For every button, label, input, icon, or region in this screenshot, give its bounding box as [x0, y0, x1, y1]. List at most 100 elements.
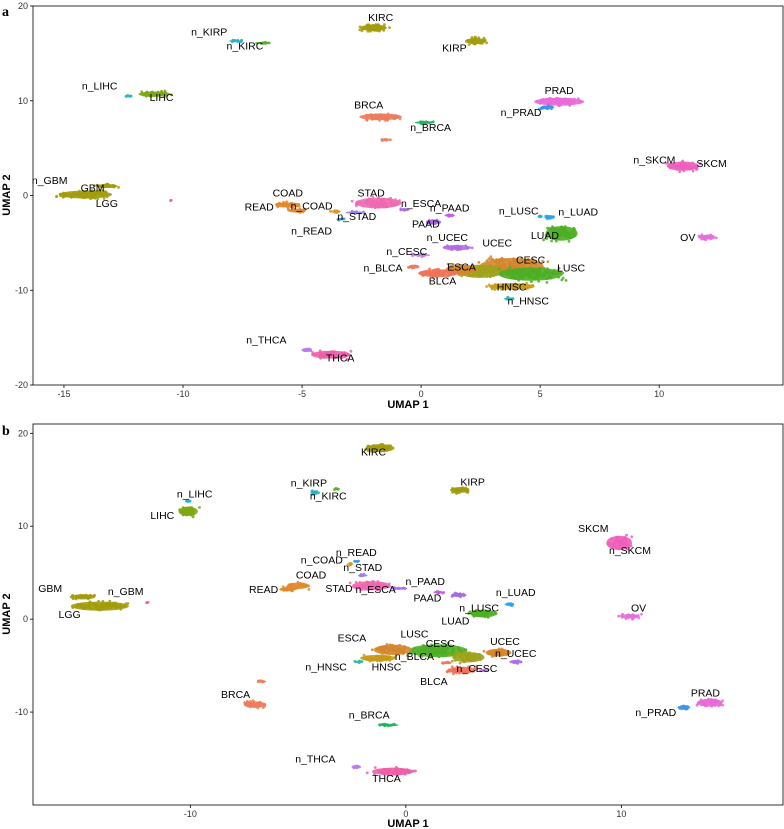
data-point [700, 236, 704, 240]
data-point [186, 511, 190, 515]
data-point [455, 490, 459, 494]
data-point [386, 773, 390, 777]
data-point [550, 107, 553, 111]
data-point [356, 200, 360, 204]
data-point [512, 257, 515, 261]
data-point [378, 119, 381, 122]
data-point [364, 584, 368, 588]
data-point [309, 349, 313, 353]
data-point [395, 201, 399, 205]
data-point [349, 349, 353, 353]
data-point [404, 771, 408, 775]
data-point [482, 272, 486, 276]
data-point [527, 285, 530, 289]
cluster-GBM [69, 593, 96, 601]
data-point [611, 542, 614, 546]
data-point [520, 264, 523, 267]
data-point [467, 271, 471, 275]
cluster-label: BLCA [420, 676, 447, 688]
data-point [545, 97, 549, 101]
data-point [496, 261, 500, 264]
y-tick-label: -10 [15, 707, 28, 717]
data-point [189, 508, 192, 511]
cluster-PRAD [695, 697, 725, 708]
cluster-BRCA [359, 112, 403, 122]
data-point [687, 164, 691, 168]
data-point [498, 267, 501, 271]
data-point [630, 535, 634, 539]
data-point [631, 613, 635, 617]
data-point [621, 536, 625, 540]
data-point [441, 662, 445, 665]
data-point [101, 194, 104, 197]
cluster-label: n_LUAD [496, 587, 536, 599]
data-point [475, 667, 479, 671]
data-point [298, 207, 302, 211]
data-point [532, 259, 536, 263]
cluster-n_PAAD [444, 213, 456, 218]
data-point [495, 258, 498, 261]
data-point [467, 612, 471, 615]
data-point [399, 208, 403, 212]
data-point [260, 702, 264, 706]
data-point [446, 647, 450, 650]
cluster-COAD [275, 200, 301, 210]
data-point [373, 772, 376, 776]
data-point [110, 605, 114, 609]
data-point [485, 259, 489, 262]
cluster-HNSC [485, 281, 535, 291]
data-point [358, 581, 362, 584]
data-point [103, 192, 106, 196]
cluster-label: n_KIRC [310, 490, 347, 502]
cluster-label: n_LUSC [499, 205, 539, 217]
data-point [442, 646, 445, 649]
data-point [564, 234, 567, 238]
data-point [373, 26, 377, 30]
data-point [548, 275, 552, 278]
cluster-n_PRAD [677, 704, 691, 711]
data-point [528, 271, 532, 275]
data-point [391, 771, 395, 774]
data-point [424, 651, 428, 655]
data-point [416, 651, 420, 655]
data-point [448, 270, 452, 274]
data-point [376, 444, 379, 448]
data-point [401, 586, 405, 590]
x-tick-label: -5 [298, 389, 306, 399]
data-point [79, 596, 83, 599]
data-point [94, 607, 98, 610]
data-point [381, 116, 384, 119]
data-point [318, 349, 322, 353]
data-point [75, 594, 79, 598]
data-point [503, 286, 506, 289]
data-point [435, 218, 439, 222]
data-point [371, 115, 375, 119]
data-point [161, 93, 164, 97]
cluster-n_STAD [357, 572, 368, 578]
data-point [626, 543, 630, 547]
data-point [710, 704, 714, 708]
cluster-label: GBM [38, 583, 62, 595]
data-point [350, 199, 354, 203]
data-point [435, 270, 439, 274]
data-point [493, 283, 497, 286]
data-point [459, 269, 463, 272]
data-point [77, 191, 80, 194]
data-point [666, 164, 670, 168]
data-point [551, 273, 555, 276]
data-point [538, 214, 541, 218]
data-point [552, 215, 555, 219]
data-point [297, 584, 301, 587]
data-point [378, 29, 381, 33]
data-point [355, 202, 358, 206]
data-point [366, 588, 370, 592]
cluster-label: CESC [426, 638, 456, 650]
plot-frame [32, 5, 784, 386]
data-point [495, 266, 499, 270]
data-point [395, 645, 398, 648]
cluster-label: LUSC [400, 629, 428, 641]
data-point [394, 765, 398, 769]
data-point [559, 103, 563, 107]
data-point [718, 701, 722, 704]
data-point [276, 205, 280, 209]
